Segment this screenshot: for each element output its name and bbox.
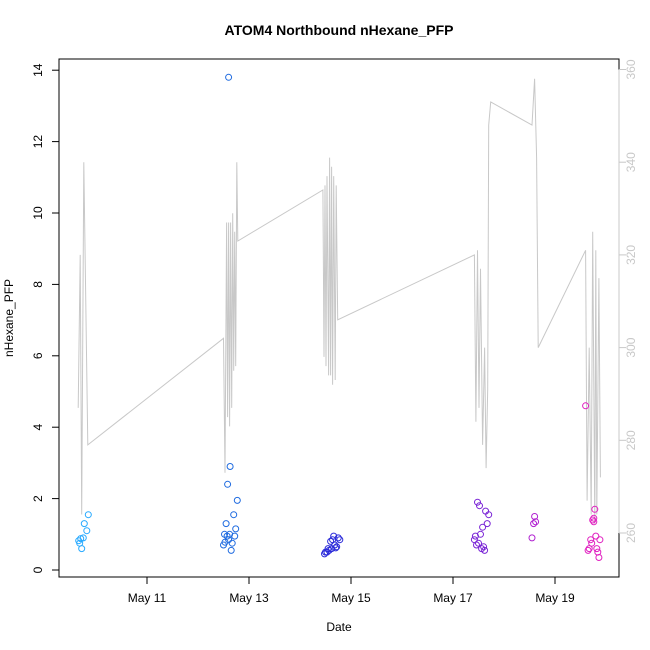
data-point [230,511,238,519]
data-point [589,516,597,524]
data-point [481,546,489,554]
chart-title: ATOM4 Northbound nHexane_PFP [225,22,454,38]
data-point [228,539,236,547]
data-point [232,525,240,533]
y-tick-label: 0 [31,566,45,573]
data-point [532,518,540,526]
y-tick-label: 10 [31,206,45,220]
data-point [233,496,241,504]
y-tick-label: 6 [31,352,45,359]
data-point [595,554,603,561]
data-point [224,480,232,488]
data-point [485,511,493,519]
data-point [582,402,590,410]
data-point [474,498,481,506]
trace-line [77,78,601,524]
data-point [479,523,487,531]
data-point [83,527,91,535]
data-point [584,546,592,554]
data-point [84,511,92,519]
x-tick-label: May 15 [331,591,371,605]
data-point [225,73,233,81]
data-point [592,532,600,540]
y-tick-label: 4 [31,424,45,431]
data-point [475,539,482,547]
data-point [331,541,339,549]
x-tick-label: May 17 [433,591,473,605]
data-point [80,520,88,528]
trace-layer [77,78,601,524]
data-point [231,532,239,540]
data-point [78,545,86,553]
y-tick-label: 8 [31,281,45,288]
data-point [330,532,338,540]
data-point [477,530,484,538]
data-point [336,536,344,544]
y2-tick-label: 360 [624,59,638,79]
data-point [590,514,598,522]
data-point [476,502,483,510]
data-point [327,537,335,545]
data-point [226,463,234,470]
x-axis: May 11 May 13 May 15 May 17 May 19 [128,576,575,605]
x-tick-label: May 13 [229,591,269,605]
points-layer [75,73,604,561]
data-point [227,546,235,554]
data-point [531,513,539,520]
data-point [530,520,538,528]
data-point [587,536,595,544]
y-tick-label: 14 [31,63,45,77]
y-axis: 0 2 4 6 8 10 12 14 [31,63,60,573]
data-point [334,534,342,542]
y2-tick-label: 340 [624,152,638,172]
data-point [473,541,480,549]
data-point [332,544,340,552]
data-point [480,543,488,551]
data-point [483,520,491,528]
data-point [588,539,596,547]
y-axis-label: nHexane_PFP [2,279,16,357]
data-point [323,548,331,556]
x-tick-label: May 19 [535,591,575,605]
data-point [79,534,87,542]
y2-tick-label: 260 [624,523,638,543]
y-tick-label: 2 [31,495,45,502]
data-point [596,536,604,544]
y2-tick-label: 300 [624,337,638,357]
data-point [222,520,230,528]
y2-axis: 260 280 300 320 340 360 [618,59,638,543]
data-point [590,518,598,526]
x-tick-label: May 11 [128,591,167,605]
data-point [528,534,536,542]
x-axis-label: Date [326,620,352,634]
data-point [333,543,341,551]
data-point [591,505,599,513]
plot-frame [58,58,620,578]
y-tick-label: 12 [31,135,45,149]
data-point [593,545,601,553]
y2-tick-label: 280 [624,430,638,450]
y2-tick-label: 320 [624,245,638,265]
